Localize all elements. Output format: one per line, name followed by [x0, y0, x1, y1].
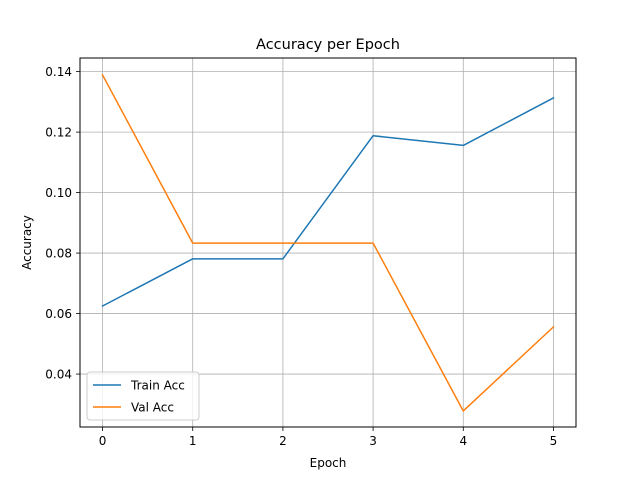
x-tick-label: 5 [550, 434, 558, 448]
y-axis-label: Accuracy [20, 215, 34, 270]
x-tick-label: 0 [99, 434, 107, 448]
y-tick-label: 0.04 [45, 368, 72, 382]
y-axis-ticks: 0.04 0.06 0.08 0.10 0.12 0.14 [45, 65, 80, 382]
legend-box [86, 371, 200, 421]
x-axis-ticks: 0 1 2 3 4 5 [99, 427, 558, 448]
y-tick-label: 0.06 [45, 307, 72, 321]
plot-frame [79, 57, 577, 428]
legend: Train Acc Val Acc [86, 371, 200, 421]
x-tick-label: 2 [279, 434, 287, 448]
series-line-val-acc [101, 73, 555, 412]
chart-title: Accuracy per Epoch [256, 37, 400, 53]
x-tick-label: 4 [459, 434, 467, 448]
series-lines [101, 73, 555, 412]
x-tick-label: 3 [369, 434, 377, 448]
y-tick-label: 0.08 [45, 247, 72, 261]
grid-lines [80, 58, 576, 427]
legend-label-train-acc: Train Acc [130, 379, 185, 393]
y-tick-label: 0.10 [45, 186, 72, 200]
legend-label-val-acc: Val Acc [131, 401, 174, 415]
series-line-train-acc [101, 96, 555, 308]
y-tick-label: 0.14 [45, 65, 72, 79]
x-axis-label: Epoch [310, 456, 347, 470]
y-tick-label: 0.12 [45, 126, 72, 140]
x-tick-label: 1 [189, 434, 197, 448]
